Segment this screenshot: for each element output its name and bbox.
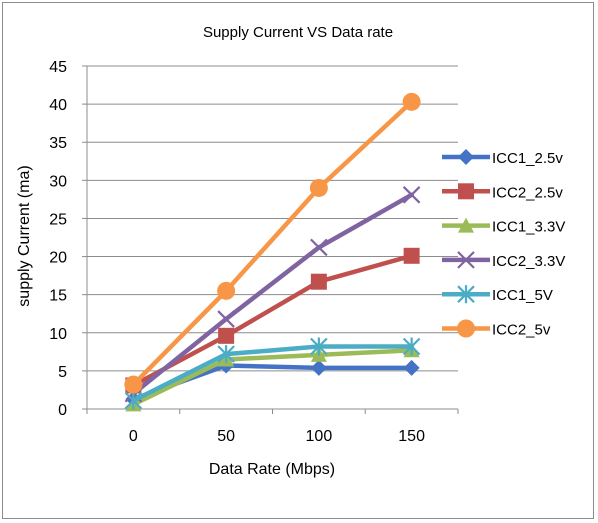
- data-point-icc2-3-3v-50: [217, 310, 235, 328]
- data-point-icc2-5v-150: [402, 92, 421, 111]
- legend-label: ICC1_5V: [492, 287, 553, 304]
- data-point-icc1-5v-50: [217, 345, 235, 364]
- y-tick-label-25: 25: [49, 211, 67, 228]
- legend-swatch-marker: [458, 183, 474, 200]
- legend-swatch-marker: [458, 217, 474, 233]
- y-tick-label-0: 0: [58, 402, 67, 419]
- series-line-icc2-3-3v: [131, 192, 414, 397]
- data-point-icc2-2-5v-100: [310, 273, 327, 290]
- y-tick-label-20: 20: [49, 250, 67, 267]
- legend-item-icc2-3-3v: ICC2_3.3V: [442, 251, 565, 270]
- data-point-icc2-2-5v-50: [218, 327, 235, 344]
- y-tick-label-35: 35: [49, 135, 67, 152]
- x-tick-label-0: 0: [129, 428, 138, 445]
- data-point-icc2-2-5v-150: [403, 247, 420, 264]
- data-point-icc1-5v-100: [310, 337, 328, 356]
- data-point-icc1-5v-0: [124, 391, 143, 410]
- y-axis-title: supply Current (ma): [16, 165, 33, 306]
- legend-label: ICC2_3.3V: [492, 253, 565, 270]
- series-lines: [124, 92, 421, 412]
- legend-swatch-marker: [457, 285, 475, 304]
- legend-item-icc1-2-5v: ICC1_2.5v: [442, 149, 563, 167]
- data-point-icc1-5v-150: [402, 337, 421, 356]
- x-tick-label-100: 100: [306, 428, 333, 445]
- chart-frame: [2, 2, 594, 519]
- series-line-icc1-5v: [131, 344, 414, 403]
- y-axis-ticks: 0 5 10 15 20 25 30 35 40 45: [49, 59, 67, 419]
- data-point-icc2-5v-100: [309, 178, 328, 197]
- legend-label: ICC2_5v: [492, 322, 551, 339]
- x-axis-ticks: 0 50 100 150: [129, 428, 425, 445]
- y-tick-label-15: 15: [49, 288, 67, 305]
- data-point-icc2-3-3v-150: [402, 186, 421, 204]
- legend-item-icc1-5v: ICC1_5V: [442, 285, 553, 304]
- legend-item-icc1-3-3v: ICC1_3.3V: [442, 217, 565, 236]
- y-tick-label-45: 45: [49, 59, 67, 76]
- series-icc2-2-5v: [125, 247, 420, 394]
- legend-item-icc2-2-5v: ICC2_2.5v: [442, 183, 563, 201]
- legend-swatch-marker: [457, 319, 475, 338]
- y-tick-label-30: 30: [49, 173, 67, 190]
- legend-label: ICC1_2.5v: [492, 150, 563, 167]
- x-axis-title: Data Rate (Mbps): [209, 461, 335, 478]
- legend-swatch-marker: [458, 149, 474, 165]
- data-point-icc2-3-3v-100: [310, 238, 328, 257]
- series-line-icc2-2-5v: [131, 253, 414, 388]
- legend-item-icc2-5v: ICC2_5v: [442, 319, 551, 339]
- data-point-icc2-5v-50: [217, 281, 236, 300]
- series-line-icc2-5v: [131, 99, 414, 387]
- y-tick-label-40: 40: [49, 97, 67, 114]
- y-tick-label-5: 5: [58, 364, 67, 381]
- axes: [82, 65, 459, 414]
- data-point-icc1-2-5v-100: [310, 359, 327, 376]
- x-tick-label-150: 150: [398, 428, 425, 445]
- legend-label: ICC1_3.3V: [492, 219, 565, 236]
- y-tick-label-10: 10: [49, 326, 67, 343]
- series-line-icc1-3-3v: [131, 348, 414, 407]
- legend-label: ICC2_2.5v: [492, 184, 563, 201]
- series-icc1-3-3v: [125, 342, 420, 412]
- series-icc1-5v: [124, 337, 421, 410]
- legend-swatch-marker: [457, 251, 475, 269]
- series-icc2-5v: [124, 92, 421, 394]
- data-point-icc1-2-5v-150: [403, 359, 420, 376]
- legend: ICC1_2.5v ICC2_2.5v ICC1_3.3V ICC2_3.3V ICC1…: [442, 149, 565, 339]
- x-tick-label-50: 50: [217, 428, 235, 445]
- data-point-icc2-5v-0: [124, 375, 143, 394]
- chart-title: Supply Current VS Data rate: [203, 24, 393, 41]
